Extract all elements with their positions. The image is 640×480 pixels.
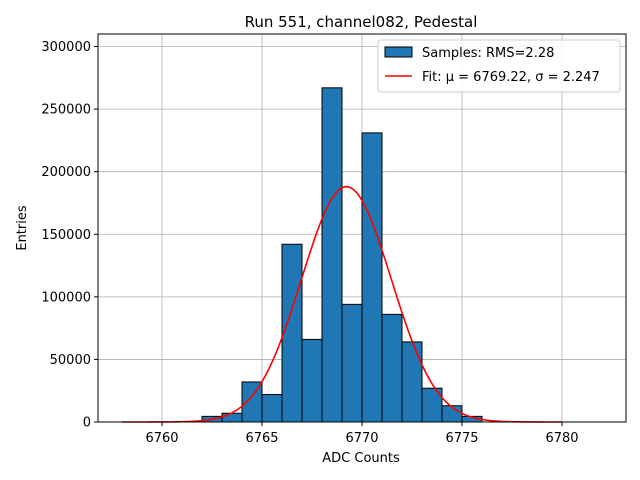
histogram-bars bbox=[201, 87, 483, 423]
y-tick-label: 100000 bbox=[41, 290, 91, 305]
x-tick-label: 6775 bbox=[445, 431, 478, 446]
y-tick-label: 250000 bbox=[41, 103, 91, 118]
y-axis-label: Entries bbox=[15, 205, 30, 251]
histogram-bar bbox=[381, 313, 403, 423]
histogram-bar bbox=[341, 303, 363, 423]
histogram-bar bbox=[401, 341, 423, 423]
legend-label-fit: Fit: μ = 6769.22, σ = 2.247 bbox=[422, 70, 600, 85]
y-tick-label: 50000 bbox=[50, 353, 91, 368]
histogram-bar bbox=[281, 243, 303, 423]
y-tick-label: 0 bbox=[83, 416, 91, 431]
legend: Samples: RMS=2.28 Fit: μ = 6769.22, σ = … bbox=[377, 39, 621, 93]
x-tick-label: 6765 bbox=[245, 431, 278, 446]
histogram-bar bbox=[261, 393, 283, 423]
legend-box bbox=[377, 39, 621, 93]
histogram-bar bbox=[321, 87, 343, 423]
x-tick-label: 6770 bbox=[345, 431, 378, 446]
x-axis-label: ADC Counts bbox=[322, 451, 400, 466]
y-tick-label: 200000 bbox=[41, 165, 91, 180]
x-tick-label: 6760 bbox=[145, 431, 178, 446]
histogram-bar bbox=[301, 338, 323, 423]
histogram-bar bbox=[221, 412, 243, 423]
histogram-bar bbox=[441, 405, 463, 423]
x-axis-ticks: 6760 6765 6770 6775 6780 bbox=[145, 422, 579, 446]
x-tick-label: 6780 bbox=[545, 431, 578, 446]
fit-curve bbox=[122, 185, 562, 423]
chart-title: Run 551, channel082, Pedestal bbox=[245, 13, 478, 31]
histogram-bar bbox=[241, 381, 263, 423]
y-tick-label: 300000 bbox=[41, 40, 91, 55]
histogram-bar bbox=[361, 132, 383, 423]
legend-label-samples: Samples: RMS=2.28 bbox=[422, 46, 554, 61]
y-axis-ticks: 0 50000 100000 150000 200000 250000 300000 bbox=[41, 40, 98, 431]
legend-swatch-samples bbox=[384, 46, 413, 58]
y-tick-label: 150000 bbox=[41, 228, 91, 243]
